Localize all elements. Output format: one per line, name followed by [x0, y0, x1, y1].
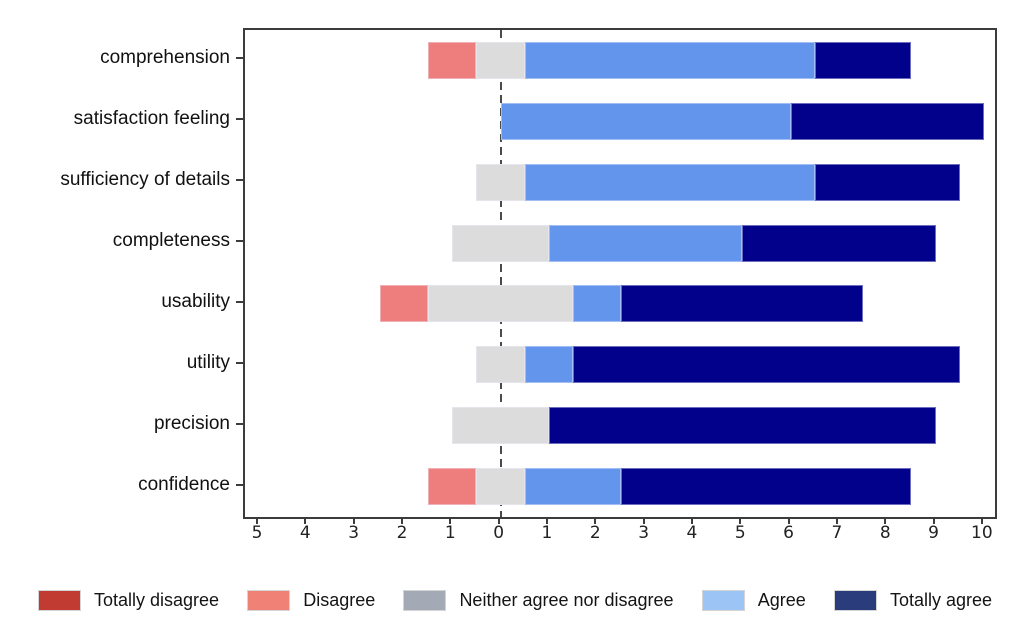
legend-swatch-totally-disagree: [38, 589, 81, 611]
legend-item-totally-agree: Totally agree: [833, 589, 992, 611]
x-tick-label: 4: [686, 523, 698, 543]
bar-segment-neither-agree-nor-disagree-comprehension: [476, 41, 525, 79]
legend-item-agree: Agree: [701, 589, 806, 611]
x-tick-mark: [352, 517, 355, 524]
x-tick-label: 5: [251, 523, 263, 543]
x-tick-mark: [787, 517, 790, 524]
category-label-sufficiency-of-details: sufficiency of details: [60, 169, 230, 191]
bar-segment-agree-completeness: [548, 224, 743, 262]
bar-segment-neither-agree-nor-disagree-utility: [476, 346, 525, 384]
category-label-utility: utility: [186, 351, 230, 373]
bar-segment-totally-agree-satisfaction-feeling: [790, 102, 984, 140]
y-tick-mark: [236, 361, 243, 364]
x-tick-label: 1: [444, 523, 456, 543]
x-tick-label: 0: [493, 523, 505, 543]
x-tick-mark: [980, 517, 983, 524]
x-tick-mark: [594, 517, 597, 524]
y-tick-mark: [236, 118, 243, 121]
bar-segment-neither-agree-nor-disagree-usability: [428, 285, 574, 323]
legend-label: Agree: [757, 589, 806, 610]
x-tick-mark: [642, 517, 645, 524]
legend-swatch-agree: [701, 589, 745, 611]
y-tick-mark: [236, 57, 243, 60]
category-label-satisfaction-feeling: satisfaction feeling: [73, 108, 230, 130]
bar-segment-disagree-confidence: [428, 468, 477, 506]
bar-segment-totally-agree-completeness: [742, 224, 936, 262]
bar-segment-disagree-comprehension: [428, 41, 477, 79]
bar-segment-totally-agree-comprehension: [814, 41, 912, 79]
x-tick-label: 1: [541, 523, 553, 543]
legend-label: Disagree: [303, 589, 376, 610]
category-label-usability: usability: [161, 290, 230, 312]
legend-item-disagree: Disagree: [247, 589, 376, 611]
category-label-confidence: confidence: [138, 473, 230, 495]
bar-segment-agree-utility: [524, 346, 574, 384]
bar-segment-totally-agree-utility: [573, 346, 960, 384]
y-tick-mark: [236, 300, 243, 303]
x-tick-mark: [835, 517, 838, 524]
legend: Totally disagree Disagree Neither agree no…: [38, 586, 992, 614]
y-tick-mark: [236, 483, 243, 486]
x-tick-mark: [690, 517, 693, 524]
category-label-comprehension: comprehension: [100, 47, 230, 69]
x-tick-label: 3: [348, 523, 360, 543]
legend-item-totally-disagree: Totally disagree: [38, 589, 220, 611]
bar-segment-agree-confidence: [524, 468, 622, 506]
x-tick-label: 2: [589, 523, 601, 543]
legend-label: Totally disagree: [94, 589, 220, 610]
bar-segment-totally-agree-sufficiency-of-details: [814, 163, 960, 201]
bar-segment-agree-usability: [573, 285, 622, 323]
x-tick-mark: [449, 517, 452, 524]
x-tick-mark: [884, 517, 887, 524]
bar-segment-totally-agree-usability: [621, 285, 864, 323]
x-tick-label: 9: [928, 523, 939, 543]
bar-segment-agree-sufficiency-of-details: [524, 163, 815, 201]
x-tick-mark: [304, 517, 307, 524]
y-tick-mark: [236, 422, 243, 425]
x-tick-label: 2: [396, 523, 408, 543]
x-tick-mark: [545, 517, 548, 524]
zero-dashed-line: [499, 30, 502, 517]
bar-segment-disagree-usability: [379, 285, 429, 323]
category-label-precision: precision: [153, 412, 230, 434]
x-tick-label: 5: [734, 523, 746, 543]
legend-swatch-neither-agree-nor-disagree: [403, 589, 447, 611]
bar-segment-neither-agree-nor-disagree-precision: [452, 407, 549, 445]
x-tick-mark: [739, 517, 742, 524]
bar-segment-neither-agree-nor-disagree-completeness: [452, 224, 549, 262]
x-tick-mark: [932, 517, 935, 524]
x-tick-mark: [497, 517, 500, 524]
x-tick-mark: [400, 517, 403, 524]
plot-area: [243, 28, 997, 519]
x-tick-label: 7: [831, 523, 843, 543]
x-tick-mark: [256, 517, 258, 524]
category-label-completeness: completeness: [112, 230, 230, 252]
bar-segment-agree-comprehension: [524, 41, 815, 79]
bar-segment-totally-agree-confidence: [621, 468, 912, 506]
x-tick-label: 3: [638, 523, 650, 543]
bar-segment-neither-agree-nor-disagree-confidence: [476, 468, 525, 506]
legend-label: Totally agree: [889, 589, 992, 610]
y-tick-mark: [236, 179, 243, 182]
x-tick-label: 8: [879, 523, 891, 543]
y-tick-mark: [236, 240, 243, 243]
bar-segment-agree-satisfaction-feeling: [500, 102, 791, 140]
legend-swatch-totally-agree: [833, 589, 877, 611]
x-tick-label: 6: [783, 523, 794, 543]
bar-segment-neither-agree-nor-disagree-sufficiency-of-details: [476, 163, 525, 201]
legend-swatch-disagree: [247, 589, 291, 611]
legend-label: Neither agree nor disagree: [459, 589, 674, 610]
bar-segment-totally-agree-precision: [548, 407, 936, 445]
legend-item-neither-agree-nor-disagree: Neither agree nor disagree: [403, 589, 674, 611]
x-tick-label: 10: [971, 523, 993, 543]
x-tick-label: 4: [299, 523, 311, 543]
